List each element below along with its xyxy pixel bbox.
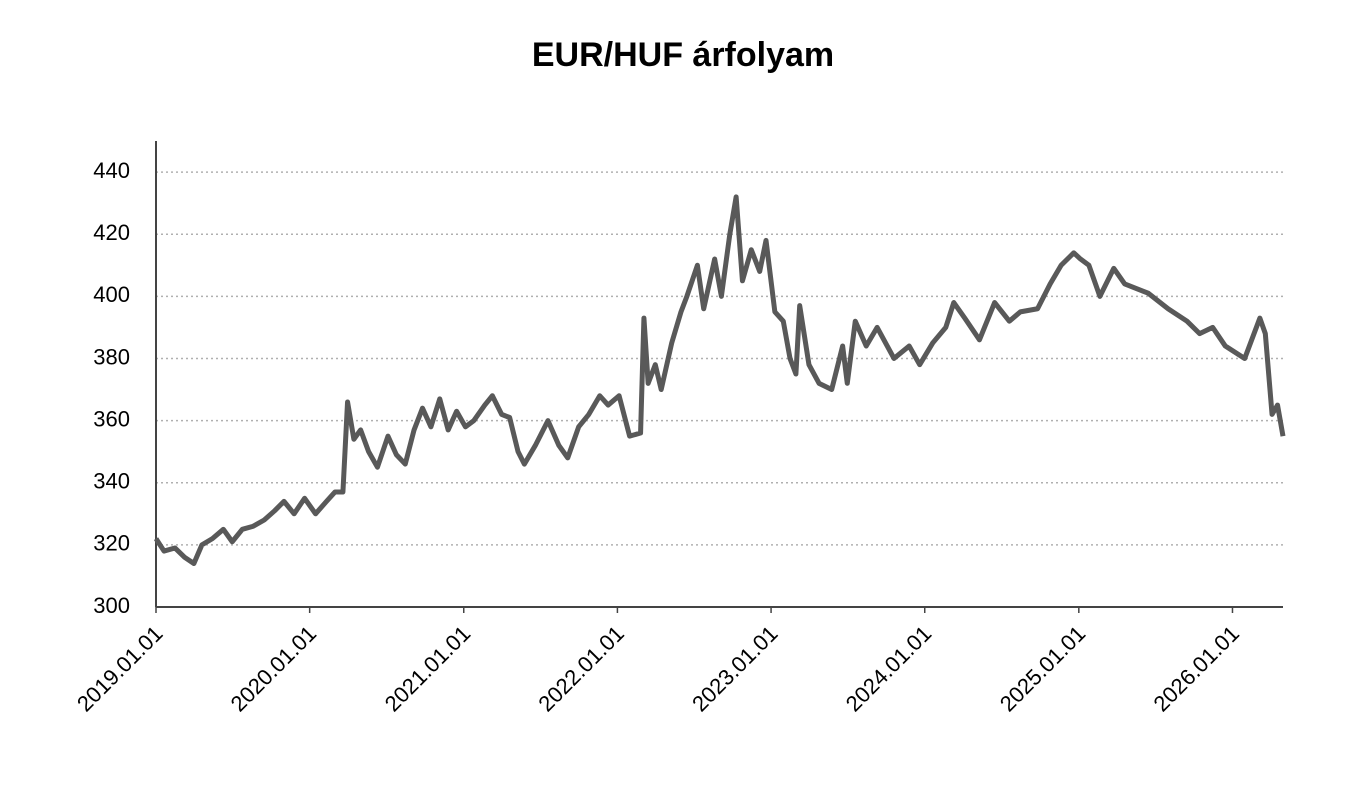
y-tick-label: 340 [93,469,130,494]
x-tick-label: 2023.01.01 [687,621,783,717]
y-tick-label: 440 [93,158,130,183]
x-tick-label: 2021.01.01 [380,621,476,717]
y-tick-label: 380 [93,344,130,369]
y-tick-label: 420 [93,220,130,245]
x-tick-label: 2022.01.01 [533,621,629,717]
x-tick-label: 2026.01.01 [1148,621,1244,717]
x-tick-label: 2024.01.01 [841,621,937,717]
y-tick-label: 360 [93,406,130,431]
chart-title: EUR/HUF árfolyam [532,36,834,74]
y-tick-label: 320 [93,531,130,556]
x-tick-label: 2020.01.01 [226,621,322,717]
x-tick-label: 2019.01.01 [72,621,168,717]
y-tick-label: 300 [93,593,130,618]
line-series [153,194,1286,567]
y-tick-label: 400 [93,282,130,307]
x-tick-label: 2025.01.01 [995,621,1091,717]
